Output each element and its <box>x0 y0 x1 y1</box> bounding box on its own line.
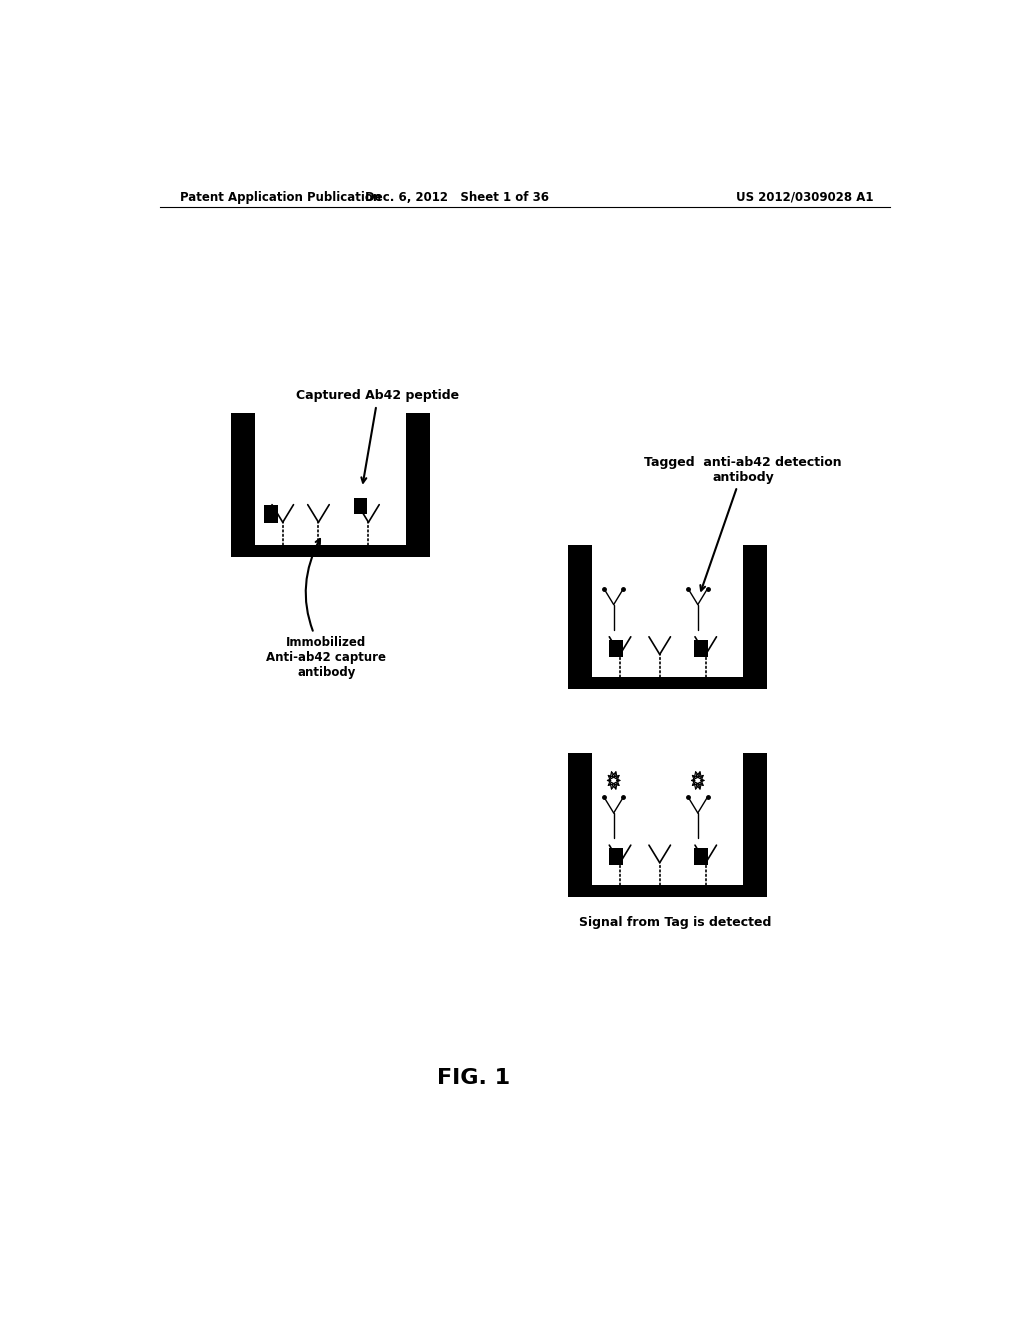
Text: Tagged  anti-ab42 detection
antibody: Tagged anti-ab42 detection antibody <box>644 455 842 590</box>
Text: Patent Application Publication: Patent Application Publication <box>179 190 381 203</box>
Bar <box>568 545 592 677</box>
Bar <box>264 506 278 523</box>
Bar <box>743 752 767 886</box>
Bar <box>231 545 430 557</box>
Bar <box>694 640 708 657</box>
Text: FIG. 1: FIG. 1 <box>436 1068 510 1088</box>
Bar <box>568 752 592 886</box>
Text: Captured Ab42 peptide: Captured Ab42 peptide <box>296 389 460 483</box>
Bar <box>694 847 708 866</box>
Bar <box>609 847 623 866</box>
Text: Immobilized
Anti-ab42 capture
antibody: Immobilized Anti-ab42 capture antibody <box>266 539 386 678</box>
Bar <box>406 413 430 545</box>
Text: Dec. 6, 2012   Sheet 1 of 36: Dec. 6, 2012 Sheet 1 of 36 <box>366 190 549 203</box>
Bar <box>609 640 623 657</box>
Bar <box>743 545 767 677</box>
Bar <box>354 498 367 515</box>
Bar <box>568 677 767 689</box>
Bar <box>231 413 255 545</box>
Bar <box>568 886 767 898</box>
Text: Signal from Tag is detected: Signal from Tag is detected <box>580 916 772 928</box>
Text: US 2012/0309028 A1: US 2012/0309028 A1 <box>736 190 873 203</box>
